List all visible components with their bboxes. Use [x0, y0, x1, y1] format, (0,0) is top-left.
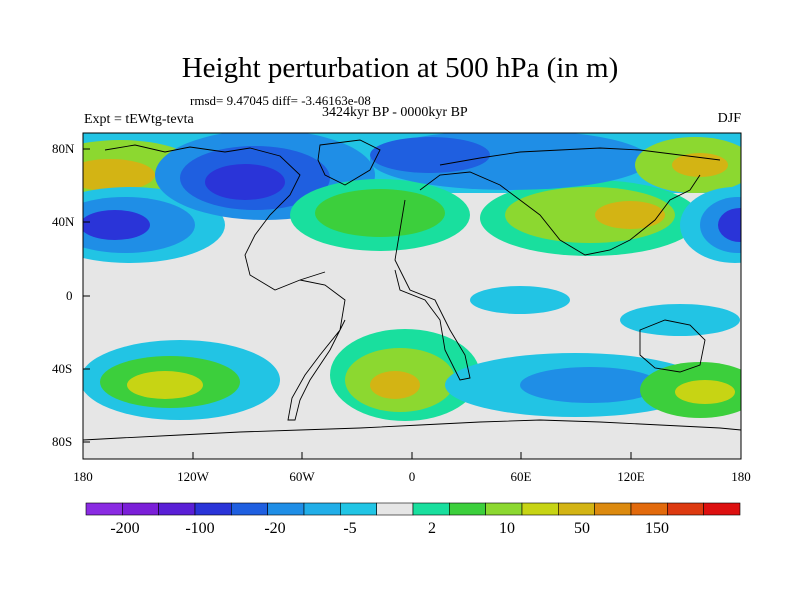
lon-label-60e: 60E — [511, 469, 532, 484]
lat-label-80n: 80N — [52, 141, 75, 156]
lat-label-40n: 40N — [52, 214, 75, 229]
colorbar-swatch — [594, 502, 632, 516]
contour-south-pacific-core — [127, 371, 203, 399]
colorbar — [85, 502, 741, 516]
lon-label-0: 0 — [409, 469, 416, 484]
colorbar-swatch — [303, 502, 341, 516]
antarctica-coast — [83, 419, 741, 441]
lon-label-180e: 180 — [731, 469, 751, 484]
colorbar-label-3: -20 — [264, 520, 285, 537]
colorbar-label-4: -5 — [343, 520, 356, 537]
lon-label-120w: 120W — [177, 469, 210, 484]
coastlines — [83, 139, 741, 441]
colorbar-swatch — [85, 502, 123, 516]
contour-south-atlantic-core — [370, 371, 420, 399]
experiment-label: Expt = tEWtg-tevta — [84, 112, 194, 127]
colorbar-label-2: -100 — [185, 520, 214, 537]
lat-label-0: 0 — [66, 288, 73, 303]
lon-label-120e: 120E — [617, 469, 645, 484]
contour-asia-ridge — [505, 187, 675, 243]
colorbar-label-5: 2 — [428, 520, 436, 537]
lat-axis — [83, 148, 90, 443]
contour-asia-ridge-core — [595, 201, 665, 229]
contour-field — [83, 133, 741, 421]
colorbar-swatch — [449, 502, 486, 516]
colorbar-swatch — [340, 502, 377, 516]
colorbar-labels: -200 -100 -20 -5 2 10 50 150 — [110, 520, 669, 537]
colorbar-swatch — [485, 502, 523, 516]
stats-line: rmsd= 9.47045 diff= -3.46163e-08 — [190, 93, 371, 108]
contour-south-aus-core — [675, 380, 735, 404]
lon-label-180w: 180 — [73, 469, 93, 484]
colorbar-label-7: 50 — [574, 520, 590, 537]
season-label: DJF — [717, 111, 741, 126]
contour-na-low-core — [205, 164, 285, 200]
map-title: Height perturbation at 500 hPa (in m) — [181, 52, 619, 84]
europe-africa-coast — [394, 171, 701, 381]
colorbar-swatch — [521, 502, 559, 516]
lat-label-40s: 40S — [52, 361, 72, 376]
contour-europe-low — [370, 137, 490, 173]
colorbar-swatch — [231, 502, 268, 516]
colorbar-label-6: 10 — [499, 520, 515, 537]
contour-atlantic-ridge — [315, 189, 445, 237]
contour-nw-orange — [83, 159, 155, 191]
lon-label-60w: 60W — [289, 469, 315, 484]
north-america-coast — [104, 144, 326, 291]
colorbar-swatch — [667, 502, 704, 516]
contour-pacific-low-core — [83, 210, 150, 240]
period-label: 3424kyr BP - 0000kyr BP — [322, 105, 468, 120]
colorbar-swatch — [376, 502, 414, 516]
contour-east-low-core — [718, 208, 741, 242]
colorbar-swatch — [412, 502, 450, 516]
contour-ne-ridge-core — [672, 153, 728, 177]
colorbar-swatch — [267, 502, 305, 516]
colorbar-swatch — [194, 502, 232, 516]
greenland-coast — [317, 139, 381, 186]
contour-tropical-patch — [470, 286, 570, 314]
contour-south-indian-core — [520, 367, 660, 403]
colorbar-label-8: 150 — [645, 520, 669, 537]
colorbar-swatch — [558, 502, 595, 516]
lat-label-80s: 80S — [52, 434, 72, 449]
australia-coast — [639, 319, 706, 373]
colorbar-label-1: -200 — [110, 520, 139, 537]
colorbar-swatch — [122, 502, 159, 516]
colorbar-swatch — [158, 502, 196, 516]
asia-north-coast — [439, 147, 721, 166]
south-america-coast — [287, 279, 346, 421]
colorbar-swatch — [703, 502, 741, 516]
colorbar-swatch — [630, 502, 668, 516]
lon-axis — [82, 452, 742, 459]
contour-tropical-patch-2 — [620, 304, 740, 336]
